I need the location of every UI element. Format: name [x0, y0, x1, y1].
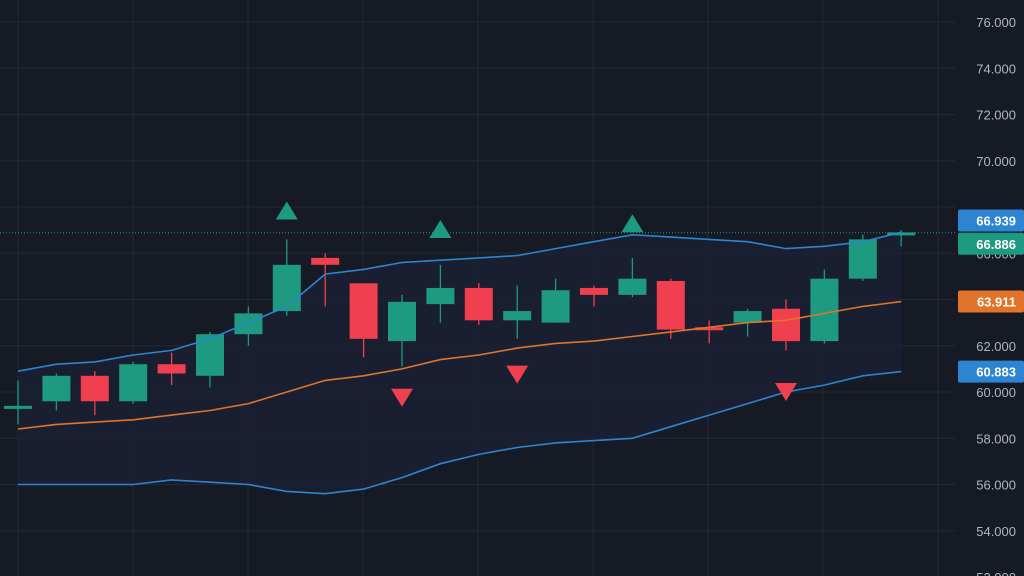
candle-body	[887, 232, 916, 236]
candle-body	[234, 313, 263, 335]
price-tag-box	[958, 360, 1024, 383]
candle	[426, 264, 455, 323]
candle	[272, 239, 301, 316]
price-tag-label: 66.886	[976, 237, 1016, 252]
lower-band-tag: 60.883	[958, 360, 1024, 383]
candle-body	[618, 278, 647, 295]
price-tick-label: 54.000	[976, 524, 1016, 539]
price-tick-label: 74.000	[976, 61, 1016, 76]
price-axis[interactable]: 76.00074.00072.00070.00066.00062.00060.0…	[976, 15, 1016, 576]
candle-body	[80, 375, 109, 402]
signal-markers	[275, 201, 797, 407]
candle	[580, 285, 608, 307]
price-tick-label: 76.000	[976, 15, 1016, 30]
candle-body	[733, 311, 762, 323]
price-tick-label: 56.000	[976, 478, 1016, 493]
candle-body	[656, 281, 685, 330]
candle	[311, 253, 340, 307]
signal-arrow-down-icon	[775, 383, 797, 401]
price-tick-label: 70.000	[976, 154, 1016, 169]
middle-band-tag: 63.911	[958, 290, 1024, 313]
candle	[503, 285, 532, 339]
candle	[80, 371, 109, 416]
candle-body	[810, 278, 839, 342]
candle-body	[464, 287, 493, 321]
candle-body	[541, 290, 570, 323]
lower-band-line	[18, 370, 902, 495]
candle-body	[196, 334, 224, 376]
candle-body	[311, 257, 340, 265]
candle	[695, 320, 724, 344]
candle-body	[848, 239, 877, 279]
upper-band-tag: 66.939	[958, 209, 1024, 232]
candle-body	[503, 311, 532, 321]
candle-body	[4, 405, 32, 409]
candle-body	[349, 283, 378, 339]
candle-body	[388, 301, 416, 342]
signal-arrow-down-icon	[391, 388, 413, 407]
price-tick-label: 72.000	[976, 108, 1016, 123]
candle	[541, 278, 570, 323]
candle	[157, 352, 186, 386]
price-tags: 66.939 66.886 63.911 60.883	[958, 209, 1024, 383]
upper-band-line	[17, 231, 902, 372]
candle-body	[119, 364, 148, 402]
candle-body	[157, 364, 186, 374]
candle-body	[772, 308, 800, 342]
price-tag-box	[958, 209, 1024, 232]
signal-arrow-up-icon	[275, 201, 298, 220]
signal-arrow-up-icon	[621, 214, 644, 233]
price-tag-box	[958, 290, 1024, 313]
signal-arrow-down-icon	[506, 365, 529, 384]
candle-body	[272, 264, 301, 312]
candle	[234, 306, 263, 346]
price-tag-label: 60.883	[976, 365, 1016, 380]
price-tag-label: 66.939	[976, 214, 1016, 229]
candle	[4, 380, 32, 425]
price-tag-box	[958, 232, 1024, 255]
signal-arrow-up-icon	[429, 219, 452, 238]
price-tick-label: 52.000	[976, 570, 1016, 576]
candle-body	[695, 327, 724, 331]
candle-body	[426, 287, 455, 305]
candle	[42, 373, 71, 411]
candle	[349, 283, 378, 358]
candle	[618, 257, 647, 298]
candle	[119, 361, 148, 404]
price-tick-label: 60.000	[976, 385, 1016, 400]
price-tag-label: 63.911	[977, 295, 1016, 310]
candle	[464, 283, 493, 325]
candle-body	[42, 375, 71, 402]
middle-band-line	[17, 300, 902, 430]
candle-body	[580, 287, 608, 295]
price-tick-label: 58.000	[976, 431, 1016, 446]
candle	[656, 278, 685, 339]
candle	[772, 299, 800, 351]
price-tick-label: 62.000	[976, 339, 1016, 354]
candle	[388, 294, 416, 367]
candle	[810, 269, 839, 344]
last-price-tag: 66.886	[958, 232, 1024, 255]
